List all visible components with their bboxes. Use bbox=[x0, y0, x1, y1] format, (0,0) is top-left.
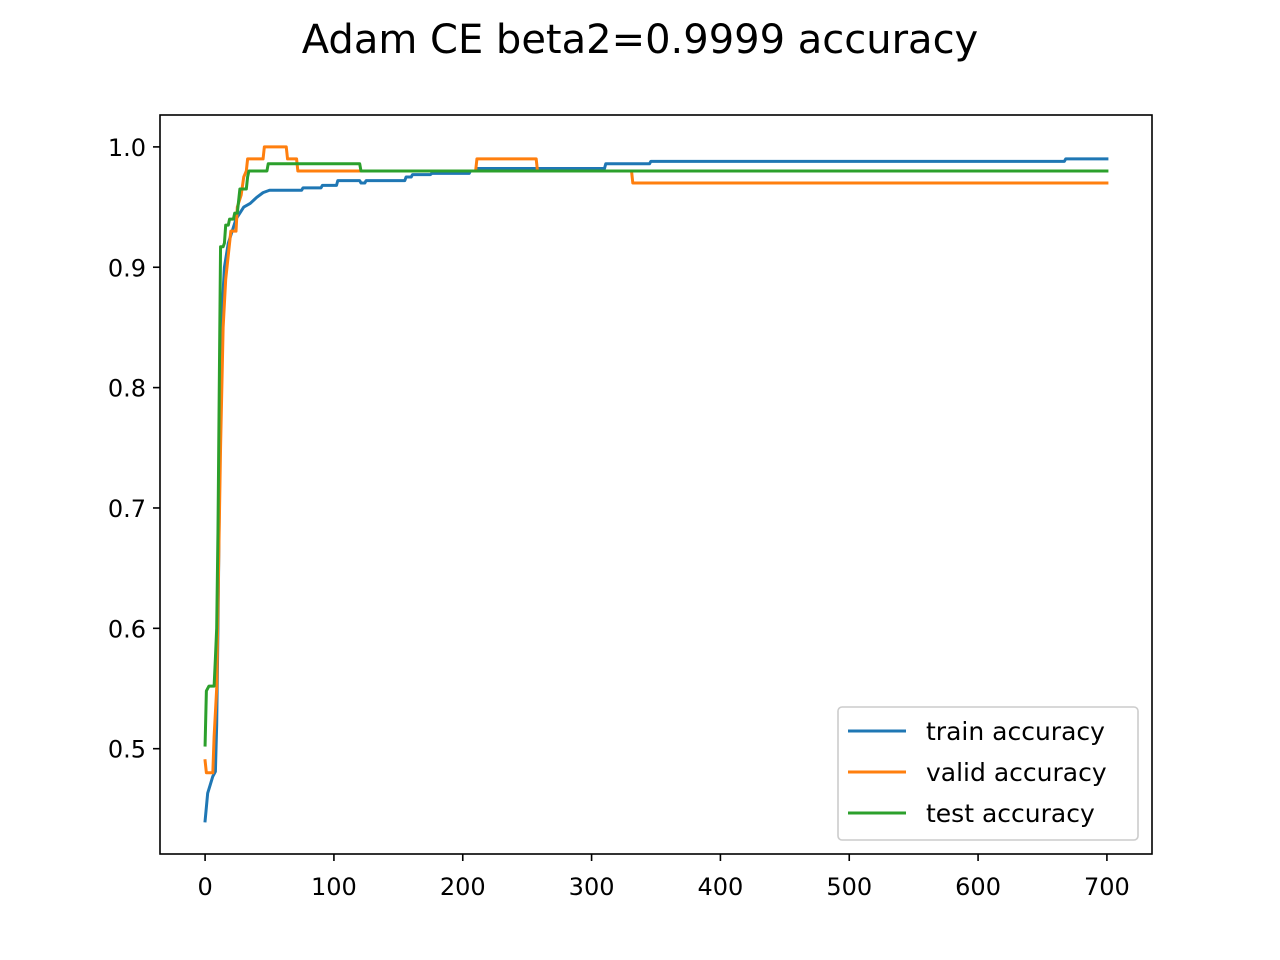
x-tick-label: 400 bbox=[698, 873, 744, 901]
y-tick-label: 0.8 bbox=[108, 375, 146, 403]
x-tick-label: 600 bbox=[955, 873, 1001, 901]
y-tick-label: 0.9 bbox=[108, 254, 146, 282]
plot-area-frame bbox=[159, 114, 1153, 855]
legend-box bbox=[837, 706, 1139, 841]
legend: train accuracy valid accuracy test accurac… bbox=[837, 706, 1139, 841]
x-tick-label: 100 bbox=[311, 873, 357, 901]
legend-label: train accuracy bbox=[926, 717, 1105, 746]
legend-label: test accuracy bbox=[926, 799, 1095, 828]
y-tick-label: 0.6 bbox=[108, 615, 146, 643]
x-tick-label: 700 bbox=[1084, 873, 1130, 901]
x-axis-ticks: 0 100 200 300 400 500 600 700 bbox=[197, 854, 1130, 901]
series-line-3 bbox=[203, 162, 1109, 747]
y-tick-label: 0.7 bbox=[108, 495, 146, 523]
y-axis-ticks: 0.5 0.6 0.7 0.8 0.9 1.0 bbox=[108, 134, 160, 764]
x-tick-label: 300 bbox=[569, 873, 615, 901]
plot-lines bbox=[203, 145, 1109, 823]
chart-title: Adam CE beta2=0.9999 accuracy bbox=[302, 17, 978, 63]
x-tick-label: 0 bbox=[197, 873, 212, 901]
y-tick-label: 1.0 bbox=[108, 134, 146, 162]
legend-label: valid accuracy bbox=[926, 758, 1107, 787]
x-tick-label: 200 bbox=[440, 873, 486, 901]
y-tick-label: 0.5 bbox=[108, 736, 146, 764]
x-tick-label: 500 bbox=[826, 873, 872, 901]
